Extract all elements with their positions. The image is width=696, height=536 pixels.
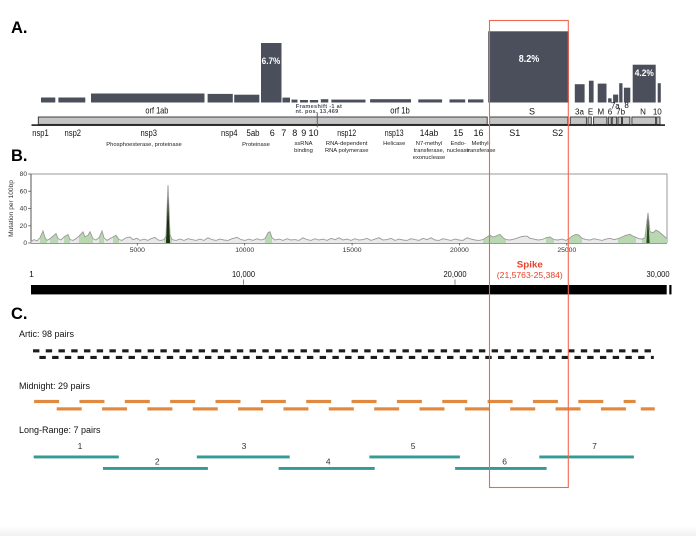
svg-text:(21,5763-25,384): (21,5763-25,384) xyxy=(497,270,563,280)
svg-text:nsp12: nsp12 xyxy=(337,128,356,138)
svg-text:C.: C. xyxy=(11,305,28,323)
svg-text:N7-methyl: N7-methyl xyxy=(416,141,442,147)
svg-text:Long-Range: 7 pairs: Long-Range: 7 pairs xyxy=(19,425,101,435)
svg-text:6: 6 xyxy=(270,128,275,138)
svg-text:RNA polymerase: RNA polymerase xyxy=(325,148,369,154)
svg-text:60: 60 xyxy=(20,188,28,195)
svg-text:8: 8 xyxy=(292,128,297,138)
svg-text:N: N xyxy=(640,108,646,117)
svg-text:10: 10 xyxy=(308,128,318,138)
svg-text:S2: S2 xyxy=(552,128,563,138)
svg-text:8: 8 xyxy=(624,101,629,110)
svg-text:E: E xyxy=(588,108,593,117)
svg-text:20000: 20000 xyxy=(450,247,469,254)
svg-text:8.2%: 8.2% xyxy=(519,53,540,65)
svg-text:2: 2 xyxy=(155,456,160,466)
svg-text:0: 0 xyxy=(23,240,27,247)
svg-text:4: 4 xyxy=(326,456,331,466)
svg-text:exonuclease: exonuclease xyxy=(413,155,446,161)
svg-text:7: 7 xyxy=(281,128,286,138)
svg-text:S: S xyxy=(529,106,535,116)
svg-text:S1: S1 xyxy=(509,128,520,138)
svg-text:Endo-: Endo- xyxy=(450,141,466,147)
svg-text:1: 1 xyxy=(29,269,34,279)
svg-text:20,000: 20,000 xyxy=(444,269,467,279)
svg-text:nsp1: nsp1 xyxy=(32,128,49,138)
svg-text:RNA-dependent: RNA-dependent xyxy=(326,141,368,147)
svg-text:nsp3: nsp3 xyxy=(140,128,157,138)
svg-text:Helicase: Helicase xyxy=(383,141,405,147)
svg-text:7: 7 xyxy=(592,441,597,451)
svg-text:5000: 5000 xyxy=(130,247,145,254)
svg-text:10: 10 xyxy=(653,108,662,117)
svg-text:80: 80 xyxy=(20,171,28,178)
svg-text:20: 20 xyxy=(20,223,28,230)
svg-text:10000: 10000 xyxy=(235,247,254,254)
svg-text:Methyl-: Methyl- xyxy=(471,141,490,147)
svg-text:transferase: transferase xyxy=(467,148,496,154)
svg-text:orf 1b: orf 1b xyxy=(390,106,410,117)
svg-text:7a: 7a xyxy=(611,102,620,111)
svg-text:Artic: 98 pairs: Artic: 98 pairs xyxy=(19,329,75,339)
svg-text:A.: A. xyxy=(11,19,28,37)
svg-text:6: 6 xyxy=(502,456,507,466)
svg-text:5ab: 5ab xyxy=(247,128,260,138)
svg-text:transferase,: transferase, xyxy=(414,148,445,154)
svg-text:nsp2: nsp2 xyxy=(65,128,82,138)
svg-text:Mutation per 100bp: Mutation per 100bp xyxy=(8,180,15,237)
svg-text:B.: B. xyxy=(11,147,28,165)
svg-text:ssRNA: ssRNA xyxy=(294,141,312,147)
svg-text:40: 40 xyxy=(20,206,28,213)
svg-text:15: 15 xyxy=(453,128,463,138)
svg-text:14ab: 14ab xyxy=(420,128,439,138)
svg-text:16: 16 xyxy=(473,128,483,138)
svg-text:nsp13: nsp13 xyxy=(385,128,404,138)
svg-text:6.7%: 6.7% xyxy=(262,56,281,66)
svg-text:9: 9 xyxy=(301,128,306,138)
svg-text:Spike: Spike xyxy=(517,260,543,271)
svg-text:nsp4: nsp4 xyxy=(221,128,238,138)
svg-text:Proteinase: Proteinase xyxy=(242,142,270,148)
svg-text:4.2%: 4.2% xyxy=(635,68,654,78)
svg-text:15000: 15000 xyxy=(343,247,362,254)
svg-text:3a: 3a xyxy=(575,108,584,117)
svg-text:nt. pos. 13,469: nt. pos. 13,469 xyxy=(295,109,338,115)
svg-text:5: 5 xyxy=(411,441,416,451)
svg-text:M: M xyxy=(597,108,604,117)
svg-text:Midnight: 29 pairs: Midnight: 29 pairs xyxy=(19,381,91,391)
svg-text:10,000: 10,000 xyxy=(232,269,255,279)
svg-text:Frameshift -1 at: Frameshift -1 at xyxy=(296,104,342,110)
svg-text:1: 1 xyxy=(78,441,83,451)
svg-text:orf 1ab: orf 1ab xyxy=(145,106,168,117)
svg-text:Phosphoesterase, proteinase: Phosphoesterase, proteinase xyxy=(106,142,181,148)
svg-text:3: 3 xyxy=(242,441,247,451)
svg-text:6: 6 xyxy=(608,108,613,117)
svg-text:binding: binding xyxy=(294,148,313,154)
svg-text:25000: 25000 xyxy=(557,247,576,254)
svg-text:nuclease: nuclease xyxy=(447,148,470,154)
svg-text:30,000: 30,000 xyxy=(647,269,670,279)
svg-text:7b: 7b xyxy=(616,108,625,117)
